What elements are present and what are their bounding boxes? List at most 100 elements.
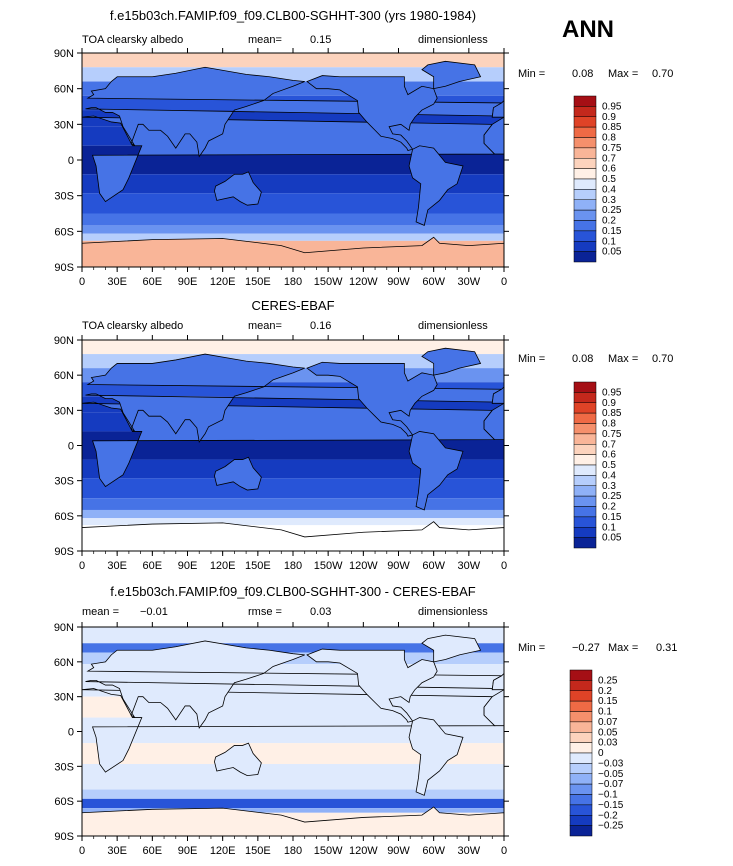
y-tick-label: 90N: [54, 622, 74, 634]
colorbar-label: 0.25: [598, 675, 618, 686]
colorbar-label: 0.25: [602, 205, 622, 216]
colorbar-label: −0.05: [598, 769, 624, 780]
y-tick-label: 30N: [54, 119, 74, 131]
mean-value: 0.15: [310, 34, 332, 46]
colorbar-label: 0.4: [602, 184, 616, 195]
colorbar-label: −0.25: [598, 821, 624, 832]
colorbar-swatch: [569, 815, 593, 826]
x-tick-label: 120E: [210, 560, 236, 572]
map-panel-1: 0 30E 60E 90E 120E 150E 180 150W 120W 90W 60W 30W 09…: [54, 48, 622, 288]
colorbar-label: −0.15: [598, 800, 624, 811]
x-tick-label: 150E: [245, 276, 271, 288]
colorbar-label: 0.05: [602, 533, 622, 544]
y-tick-label: 60N: [54, 657, 74, 669]
colorbar-label: 0.85: [602, 122, 622, 133]
colorbar-label: −0.2: [598, 810, 618, 821]
y-tick-label: 60N: [54, 84, 74, 96]
colorbar-swatch: [569, 700, 593, 712]
colorbar-label: 0.2: [598, 686, 612, 697]
coastline: [82, 236, 504, 267]
x-tick-label: 60E: [143, 276, 163, 288]
y-tick-label: 30N: [54, 692, 74, 704]
x-tick-label: 120W: [349, 276, 378, 288]
field-band: [82, 53, 504, 68]
max-label: Max =: [608, 68, 639, 80]
field-band: [82, 233, 504, 241]
panel-title: f.e15b03ch.FAMIP.f09_f09.CLB00-SGHHT-300…: [110, 584, 476, 599]
coastline: [306, 75, 438, 151]
x-tick-label: 60W: [422, 276, 445, 288]
x-tick-label: 150E: [245, 560, 271, 572]
min-value: 0.08: [572, 68, 594, 80]
coastline: [491, 99, 504, 118]
colorbar: 0.950.90.850.80.750.70.60.50.40.30.250.2…: [573, 381, 622, 549]
y-tick-label: 90S: [54, 262, 74, 274]
colorbar-swatch: [569, 732, 593, 743]
rmse-label: rmse =: [248, 606, 282, 618]
coastline: [82, 521, 504, 551]
colorbar-swatch: [573, 137, 597, 149]
x-tick-label: 180: [284, 560, 302, 572]
y-tick-label: 60S: [54, 226, 74, 238]
y-tick-label: 30S: [54, 191, 74, 203]
colorbar-swatch: [573, 106, 597, 117]
x-tick-label: 150W: [314, 560, 343, 572]
coastline: [491, 386, 504, 404]
x-tick-label: 90W: [387, 276, 410, 288]
x-tick-label: 0: [79, 845, 85, 857]
x-tick-label: 30W: [458, 276, 481, 288]
y-tick-label: 90N: [54, 48, 74, 60]
colorbar-swatch: [573, 178, 597, 190]
coastline: [82, 806, 504, 836]
colorbar-swatch: [573, 126, 597, 138]
colorbar-label: 0.2: [602, 502, 616, 513]
y-tick-label: 0: [68, 441, 74, 453]
colorbar-swatch: [569, 804, 593, 816]
x-tick-label: 0: [501, 560, 507, 572]
colorbar-label: 0.6: [602, 450, 616, 461]
colorbar-label: 0.7: [602, 439, 616, 450]
x-tick-label: 90E: [178, 276, 198, 288]
min-label: Min =: [518, 353, 546, 365]
mean-value: 0.16: [310, 320, 332, 332]
coastline: [214, 171, 262, 206]
colorbar-label: 0: [598, 748, 604, 759]
rmse-value: 0.03: [310, 606, 332, 618]
x-tick-label: 0: [501, 845, 507, 857]
y-tick-label: 90S: [54, 831, 74, 843]
coastline: [214, 456, 262, 491]
colorbar-swatch: [569, 794, 593, 806]
x-tick-label: 150W: [314, 845, 343, 857]
colorbar-swatch: [573, 147, 597, 159]
colorbar-swatch: [569, 773, 593, 785]
colorbar-label: 0.8: [602, 133, 616, 144]
y-tick-label: 60N: [54, 370, 74, 382]
panel-title: f.e15b03ch.FAMIP.f09_f09.CLB00-SGHHT-300…: [109, 8, 477, 23]
colorbar-swatch: [569, 721, 593, 733]
x-tick-label: 180: [284, 845, 302, 857]
field-band: [82, 743, 504, 765]
y-tick-label: 0: [68, 155, 74, 167]
colorbar-swatch: [569, 711, 593, 723]
colorbar-swatch: [573, 381, 597, 393]
colorbar-swatch: [573, 168, 597, 180]
colorbar-swatch: [573, 241, 597, 252]
colorbar-label: 0.95: [602, 101, 622, 112]
colorbar-label: 0.05: [598, 727, 618, 738]
colorbar-swatch: [573, 158, 597, 169]
colorbar-label: 0.15: [598, 696, 618, 707]
panel-title: CERES-EBAF: [251, 298, 335, 313]
x-tick-label: 60W: [422, 560, 445, 572]
colorbar-swatch: [573, 189, 597, 200]
colorbar-label: 0.1: [602, 522, 616, 533]
x-tick-label: 180: [284, 276, 302, 288]
x-tick-label: 30E: [107, 276, 127, 288]
colorbar-label: 0.25: [602, 491, 622, 502]
mean-value: −0.01: [140, 606, 168, 618]
colorbar-swatch: [573, 402, 597, 414]
colorbar-label: 0.1: [598, 707, 612, 718]
x-tick-label: 30W: [458, 845, 481, 857]
x-tick-label: 90E: [178, 560, 198, 572]
min-value: −0.27: [572, 642, 600, 654]
coastline: [85, 66, 504, 158]
